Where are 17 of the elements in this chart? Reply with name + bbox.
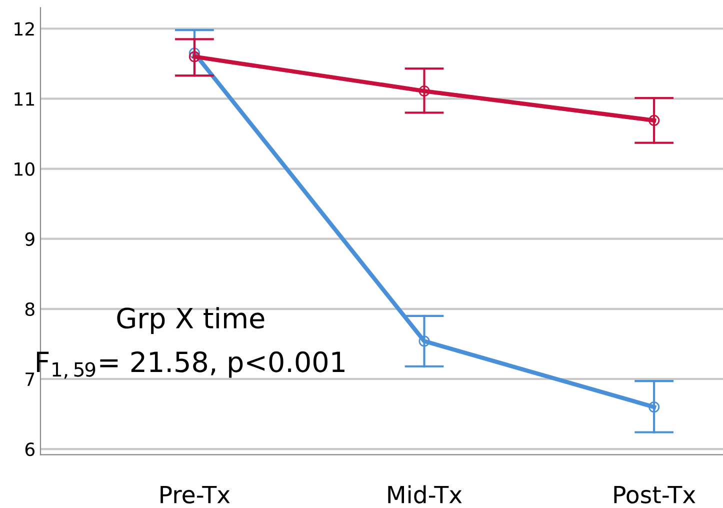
annotation: Grp X time bbox=[117, 307, 264, 334]
y-tick-label: 9 bbox=[25, 232, 34, 246]
y-tick-label: 10 bbox=[14, 162, 34, 176]
x-tick-label: Post-Tx bbox=[614, 486, 696, 504]
point bbox=[418, 336, 430, 347]
y-tick-label: 12 bbox=[14, 22, 34, 36]
x-tick-label: Mid-Tx bbox=[388, 485, 462, 504]
y-tick-label: 11 bbox=[14, 92, 34, 106]
point bbox=[648, 401, 660, 413]
point bbox=[648, 114, 660, 126]
point bbox=[418, 85, 430, 97]
y-tick-label: 8 bbox=[25, 302, 34, 316]
y-tick-label: 6 bbox=[25, 442, 34, 456]
y-tick-label: 7 bbox=[26, 372, 34, 386]
annotation: F$_{1,59}$= 21.58, p<0.001 bbox=[36, 351, 344, 379]
x-tick-label: Pre-Tx bbox=[160, 486, 230, 504]
point bbox=[188, 51, 200, 62]
